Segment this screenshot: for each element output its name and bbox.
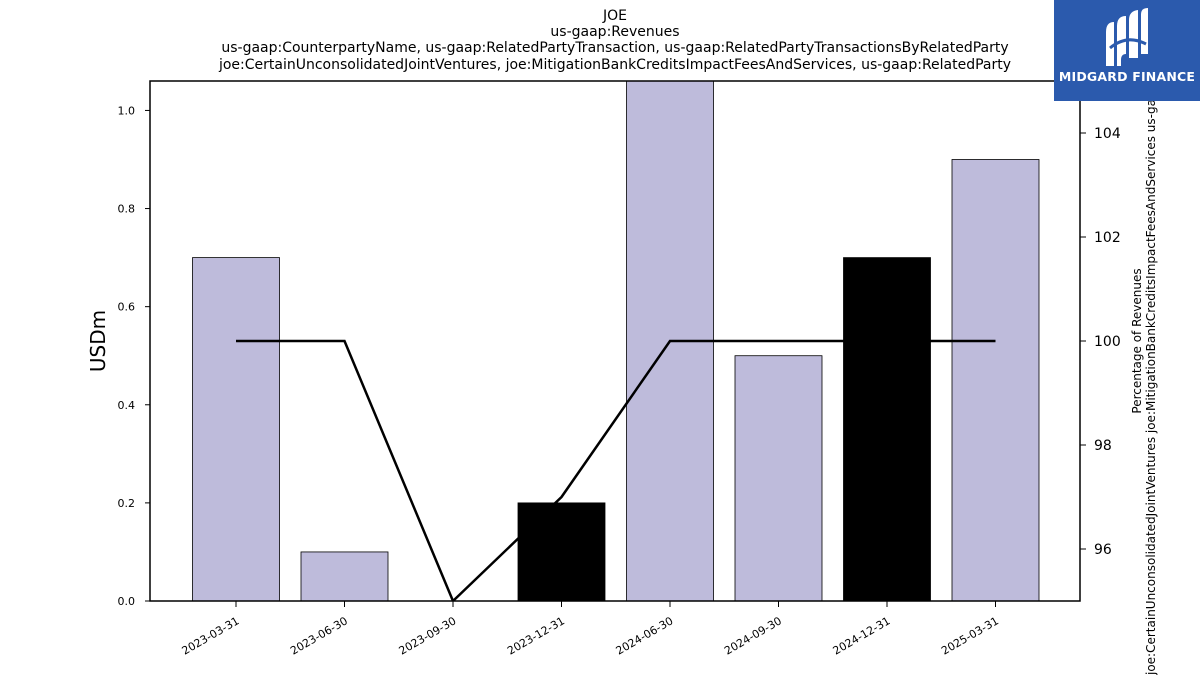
y-tick-label: 0.2 bbox=[118, 497, 136, 510]
x-tick-label: 2024-09-30 bbox=[722, 614, 784, 657]
y2-label-line: Percentage of Revenues bbox=[1130, 268, 1144, 413]
percentage-line bbox=[236, 339, 996, 601]
series-line bbox=[236, 339, 996, 601]
y-axis-label-secondary: Percentage of Revenues joe:CertainUnconso… bbox=[1130, 84, 1158, 675]
brand-name: MIDGARD FINANCE bbox=[1058, 69, 1196, 84]
x-tick-label: 2023-12-31 bbox=[505, 614, 567, 657]
bar bbox=[192, 257, 280, 602]
y-axis-label: USDm bbox=[86, 310, 110, 372]
bar bbox=[300, 551, 389, 602]
x-axis: 2023-03-31 2023-06-30 2023-09-30 2023-12-31… bbox=[180, 601, 1001, 658]
bar bbox=[517, 502, 606, 602]
y2-tick-label: 102 bbox=[1094, 230, 1121, 246]
x-tick-label: 2023-03-31 bbox=[180, 614, 242, 657]
y2-tick-label: 96 bbox=[1094, 542, 1112, 558]
x-tick-label: 2023-06-30 bbox=[288, 614, 350, 657]
chart-title-line: us-gaap:Revenues bbox=[550, 24, 679, 40]
y-axis-right: 96 98 100 102 104 bbox=[1080, 126, 1121, 558]
y-tick-label: 0.4 bbox=[118, 399, 136, 412]
midgard-logo-icon bbox=[1106, 8, 1148, 66]
y2-tick-label: 98 bbox=[1094, 438, 1112, 454]
bar bbox=[734, 355, 823, 602]
y-tick-label: 0.0 bbox=[118, 595, 136, 608]
bar bbox=[843, 257, 931, 602]
y2-tick-label: 104 bbox=[1094, 126, 1121, 142]
y-tick-label: 0.6 bbox=[118, 301, 136, 314]
y-tick-label: 0.8 bbox=[118, 203, 136, 216]
x-tick-label: 2024-06-30 bbox=[614, 614, 676, 657]
y-axis-left: 0.0 0.2 0.4 0.6 0.8 1.0 bbox=[118, 104, 150, 608]
chart-title-line: joe:CertainUnconsolidatedJointVentures, … bbox=[218, 57, 1011, 73]
brand-logo: MIDGARD FINANCE bbox=[1054, 0, 1200, 101]
x-tick-label: 2023-09-30 bbox=[397, 614, 459, 657]
chart-title-line: us-gaap:CounterpartyName, us-gaap:Relate… bbox=[221, 40, 1008, 56]
y2-tick-label: 100 bbox=[1094, 334, 1121, 350]
y-tick-label: 1.0 bbox=[118, 104, 136, 117]
bars bbox=[192, 80, 1040, 602]
x-tick-label: 2025-03-31 bbox=[939, 614, 1001, 657]
x-tick-label: 2024-12-31 bbox=[831, 614, 893, 657]
bar bbox=[951, 159, 1040, 602]
y2-label-line: joe:CertainUnconsolidatedJointVentures j… bbox=[1144, 84, 1158, 675]
chart-title: JOEus-gaap:Revenuesus-gaap:CounterpartyN… bbox=[218, 8, 1011, 73]
chart-title-line: JOE bbox=[602, 8, 627, 24]
